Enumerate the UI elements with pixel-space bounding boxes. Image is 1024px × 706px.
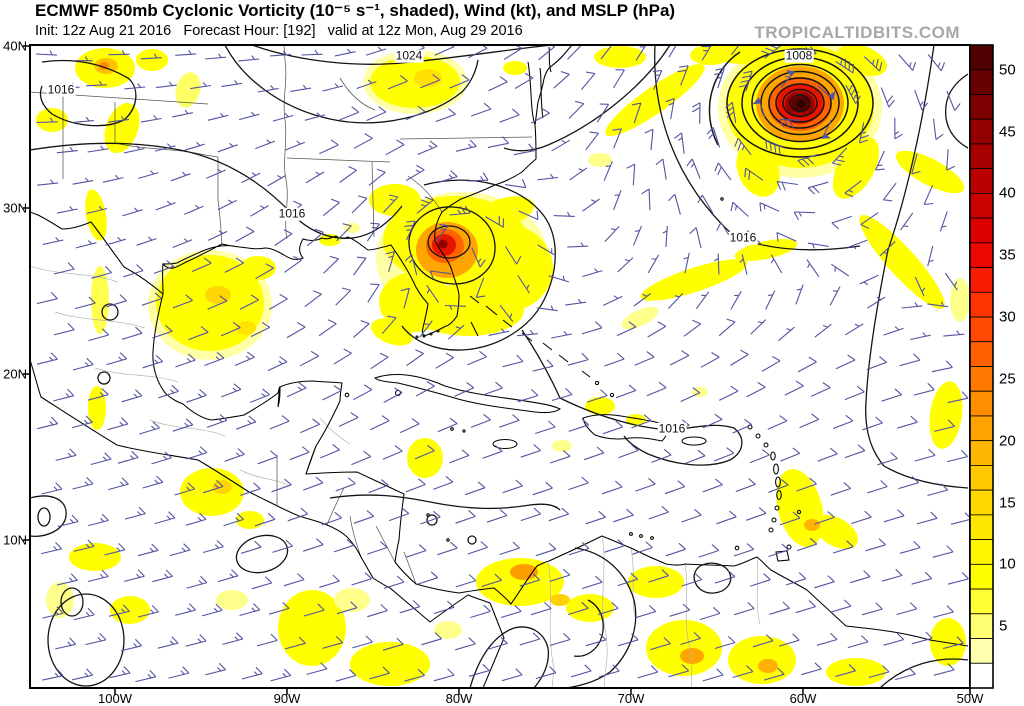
wind-barbs <box>35 46 969 683</box>
mslp-label: 1016 <box>277 206 307 221</box>
colorbar-tick-label: 50 <box>999 61 1016 79</box>
lon-tick-label: 50W <box>956 691 984 706</box>
florida-low-vorticity-core <box>416 222 478 278</box>
colorbar-segment <box>969 217 994 244</box>
colorbar-segment <box>969 539 994 565</box>
colorbar-tick-label: 45 <box>999 123 1016 141</box>
colorbar-segment <box>969 267 994 293</box>
colorbar-segment <box>969 69 994 95</box>
colorbar-tick-label: 30 <box>999 308 1016 326</box>
lon-tick-label: 70W <box>617 691 645 706</box>
colorbar-segment <box>969 514 994 541</box>
colorbar-segment <box>969 94 994 120</box>
colorbar-segment <box>969 366 994 392</box>
colorbar-tick-label: 10 <box>999 555 1016 573</box>
colorbar-segment <box>969 390 994 417</box>
mslp-contours <box>31 46 969 687</box>
lat-tick-label: 20N <box>3 366 27 382</box>
mslp-label: 1016 <box>728 230 758 245</box>
hurricane-isobars <box>708 48 874 158</box>
lon-tick-label: 90W <box>273 691 301 706</box>
chart-title: ECMWF 850mb Cyclonic Vorticity (10⁻⁵ s⁻¹… <box>35 1 676 20</box>
lon-tick-label: 80W <box>445 691 473 706</box>
colorbar-tick-label: 35 <box>999 246 1016 264</box>
colorbar-segment <box>969 465 994 491</box>
colorbar-segment <box>969 341 994 367</box>
colorbar-tick-label: 15 <box>999 494 1016 512</box>
colorbar-tick-label: 25 <box>999 370 1016 388</box>
colorbar-tick-label: 5 <box>999 617 1008 635</box>
mslp-label: 1024 <box>394 48 424 63</box>
lat-tick-label: 10N <box>3 532 27 548</box>
tropicaltidbits-watermark: TROPICALTIDBITS.COM <box>754 23 960 42</box>
colorbar-segment <box>969 638 994 664</box>
vorticity-shading <box>36 46 969 686</box>
colorbar-segment <box>969 563 994 590</box>
coastlines <box>31 46 969 687</box>
colorbar-segment <box>969 44 994 71</box>
colorbar-segment <box>969 662 994 689</box>
colorbar-segment <box>969 613 994 639</box>
colorbar-tick-label: 40 <box>999 184 1016 202</box>
colorbar-segment <box>969 440 994 466</box>
colorbar-segment <box>969 242 994 268</box>
colorbar-segment <box>969 143 994 170</box>
lon-tick-label: 100W <box>98 691 132 706</box>
mslp-label: 1008 <box>784 48 814 63</box>
islands <box>344 197 802 562</box>
mslp-label: 1016 <box>657 421 687 436</box>
colorbar-segment <box>969 291 994 318</box>
colorbar-segment <box>969 168 994 194</box>
colorbar-segment <box>969 415 994 442</box>
colorbar-tick-label: 20 <box>999 432 1016 450</box>
colorbar-segment <box>969 316 994 343</box>
mslp-label: 1016 <box>46 82 76 97</box>
chart-subtitle: Init: 12z Aug 21 2016 Forecast Hour: [19… <box>35 23 523 39</box>
colorbar-segment <box>969 489 994 516</box>
colorbar-segment <box>969 192 994 219</box>
lon-tick-label: 60W <box>789 691 817 706</box>
lat-tick-label: 30N <box>3 200 27 216</box>
lat-tick-label: 40N <box>3 38 27 54</box>
colorbar <box>969 44 994 689</box>
colorbar-segment <box>969 118 994 145</box>
colorbar-segment <box>969 588 994 615</box>
